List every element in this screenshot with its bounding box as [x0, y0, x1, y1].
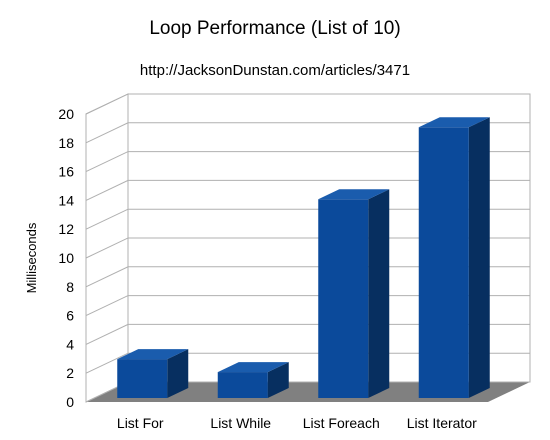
x-tick-label: List For: [117, 415, 164, 431]
y-axis-label: Milliseconds: [24, 222, 39, 293]
gridline: [85, 93, 530, 115]
bar: [117, 349, 189, 398]
gridline: [85, 237, 530, 259]
y-tick-label: 2: [66, 365, 74, 381]
x-tick-label: List While: [210, 415, 271, 431]
y-tick-label: 20: [58, 106, 74, 122]
gridline: [85, 122, 530, 144]
x-tick-label: List Foreach: [303, 415, 380, 431]
y-tick-label: 8: [66, 279, 74, 295]
bar: [217, 362, 289, 398]
bar: [318, 189, 390, 398]
y-tick-label: 6: [66, 308, 74, 324]
y-tick-label: 0: [66, 394, 74, 410]
x-tick-label: List Iterator: [407, 415, 477, 431]
y-tick-label: 10: [58, 250, 74, 266]
bar-front: [217, 372, 268, 398]
gridline: [85, 323, 530, 345]
gridline: [85, 352, 530, 374]
bar-top: [217, 362, 289, 373]
gridline: [85, 208, 530, 230]
y-tick-label: 16: [58, 164, 74, 180]
y-tick-label: 4: [66, 336, 74, 352]
y-tick-label: 18: [58, 135, 74, 151]
bar-top: [318, 189, 390, 200]
bar-front: [117, 359, 168, 398]
bar-top: [117, 349, 189, 360]
chart-title: Loop Performance (List of 10): [149, 18, 401, 39]
bar-front: [318, 199, 369, 398]
y-tick-label: 14: [58, 192, 74, 208]
y-tick-label: 12: [58, 221, 74, 237]
gridline: [85, 266, 530, 288]
gridline: [85, 151, 530, 173]
bar-front: [418, 127, 469, 398]
bar: [418, 117, 490, 398]
bar-side: [267, 362, 289, 398]
chart-subtitle: http://JacksonDunstan.com/articles/3471: [139, 62, 411, 79]
bar-side: [468, 117, 490, 398]
gridline: [85, 295, 530, 317]
bar-side: [368, 189, 390, 398]
gridline: [85, 179, 530, 201]
bar-top: [418, 117, 490, 128]
bar-side: [167, 349, 189, 398]
